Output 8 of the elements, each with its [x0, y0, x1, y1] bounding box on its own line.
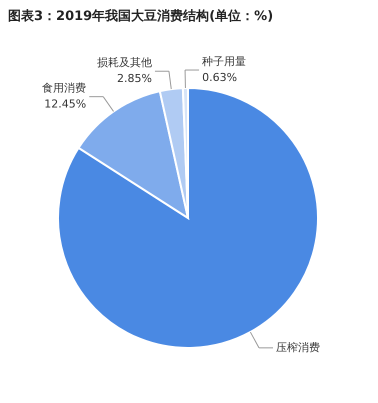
slice-label: 食用消费	[42, 82, 86, 95]
data-label: 0.63%	[202, 71, 238, 84]
slice-label: 种子用量	[202, 55, 246, 68]
slice-label: 损耗及其他	[96, 56, 152, 70]
data-label: 12.45%	[44, 98, 86, 111]
chart-title: 图表3：2019年我国大豆消费结构(单位：%)	[8, 8, 274, 24]
data-label: 2.85%	[116, 72, 152, 86]
slice-label: 压榨消费	[276, 340, 320, 354]
